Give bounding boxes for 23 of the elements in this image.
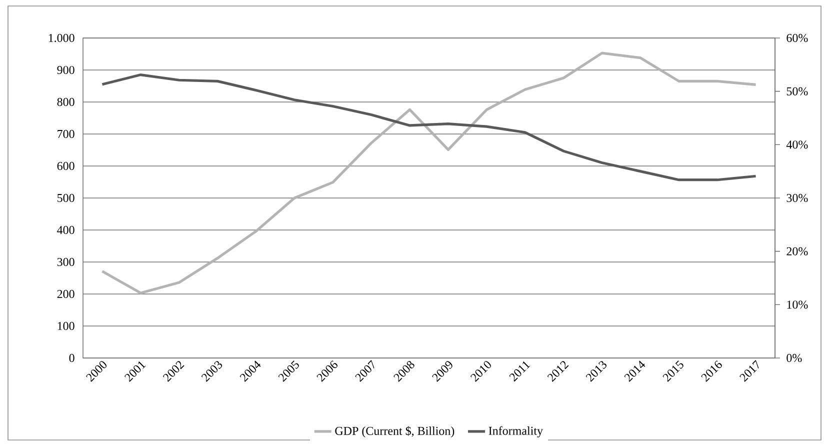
legend-label: GDP (Current $, Billion): [335, 426, 454, 438]
y2-tick-label: 50%: [786, 87, 808, 96]
legend-label: Informality: [488, 426, 543, 438]
y-tick-label: 800: [57, 98, 74, 106]
y2-tick-label: 0%: [786, 354, 802, 362]
y-tick-label: 500: [58, 194, 74, 202]
y-tick-label: 600: [57, 162, 74, 170]
line-series: [100, 52, 758, 294]
y2-tick-label: 40%: [786, 140, 808, 149]
y-tick-label: 100: [58, 322, 74, 330]
y2-tick-label: 60%: [786, 34, 808, 42]
line-series: [100, 73, 758, 182]
y-tick-label: 400: [57, 226, 74, 234]
y-tick-label: 0: [69, 354, 74, 362]
y2-tick-label: 10%: [787, 300, 808, 309]
x-tick-label: 2011: [509, 361, 530, 382]
y-tick-label: 900: [57, 66, 74, 74]
y2-tick-label: 30%: [786, 194, 808, 202]
y-tick-label: 1.000: [48, 34, 74, 42]
y-tick-label: 700: [58, 130, 74, 138]
y-tick-label: 200: [57, 290, 74, 298]
y2-tick-label: 20%: [786, 247, 808, 256]
y-tick-label: 300: [57, 258, 74, 266]
